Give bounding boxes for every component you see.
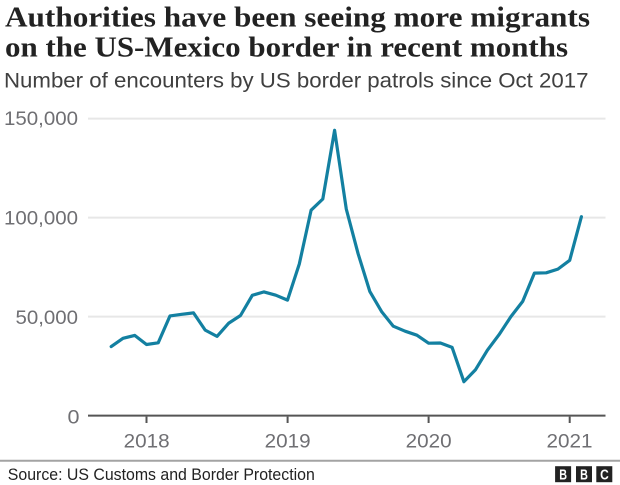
svg-text:50,000: 50,000 (16, 308, 79, 329)
svg-text:150,000: 150,000 (4, 109, 78, 130)
svg-text:2021: 2021 (547, 432, 593, 453)
svg-text:2019: 2019 (265, 432, 311, 453)
svg-text:Number of encounters by US bor: Number of encounters by US border patrol… (4, 70, 589, 93)
svg-text:2020: 2020 (406, 432, 452, 453)
svg-text:Source: US Customs and Border: Source: US Customs and Border Protection (8, 465, 315, 484)
svg-text:C: C (600, 466, 609, 483)
svg-text:on the US-Mexico border in rec: on the US-Mexico border in recent months (5, 33, 568, 64)
svg-text:0: 0 (68, 408, 80, 429)
svg-text:2018: 2018 (124, 432, 170, 453)
svg-text:100,000: 100,000 (4, 209, 78, 230)
svg-text:B: B (580, 466, 588, 483)
svg-text:Authorities have been seeing m: Authorities have been seeing more migran… (5, 3, 590, 34)
svg-text:B: B (559, 466, 567, 483)
